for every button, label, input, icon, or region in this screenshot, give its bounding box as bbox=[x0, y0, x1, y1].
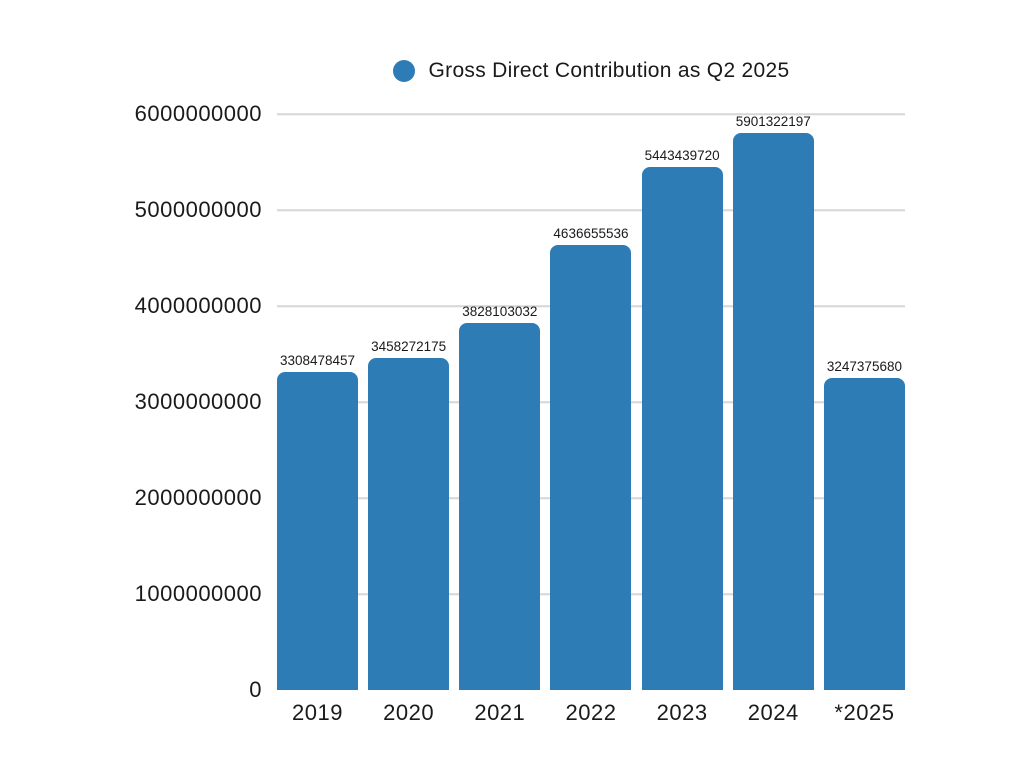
bar-group: 5901322197 bbox=[732, 114, 814, 690]
x-tick-label: *2025 bbox=[834, 700, 895, 725]
bar-series: 3308478457 3458272175 3828103032 4636655536… bbox=[277, 114, 905, 690]
legend-circle-icon bbox=[392, 60, 415, 82]
bar bbox=[732, 133, 814, 690]
bar-value-label: 3308478457 bbox=[279, 353, 356, 369]
bar-value-label: 5901322197 bbox=[735, 114, 811, 129]
bar bbox=[823, 378, 905, 690]
y-axis-tick-labels: 0 1000000000 2000000000 3000000000 400000000… bbox=[0, 101, 262, 702]
x-tick-label: 2024 bbox=[747, 700, 799, 725]
plot-area: 3308478457 3458272175 3828103032 4636655536… bbox=[277, 113, 905, 690]
bar-value-label: 3458272175 bbox=[371, 339, 447, 355]
legend-label: Gross Direct Contribution as Q2 2025 bbox=[428, 59, 790, 82]
y-tick-label: 1000000000 bbox=[134, 581, 262, 606]
x-tick-label: 2022 bbox=[565, 700, 617, 725]
bar bbox=[641, 167, 723, 690]
gridline bbox=[277, 209, 905, 211]
y-tick-label: 6000000000 bbox=[134, 101, 262, 126]
gridline bbox=[277, 113, 905, 115]
bar bbox=[368, 358, 450, 690]
x-tick-label: 2020 bbox=[383, 700, 435, 725]
legend: Gross Direct Contribution as Q2 2025 bbox=[277, 56, 905, 86]
y-tick-label: 5000000000 bbox=[134, 197, 262, 222]
bar-value-label: 5443439720 bbox=[644, 148, 720, 164]
bar-group: 4636655536 bbox=[550, 114, 632, 690]
bar bbox=[277, 372, 358, 690]
bar-group: 3828103032 bbox=[459, 114, 541, 690]
y-tick-label: 3000000000 bbox=[134, 389, 262, 414]
bar bbox=[550, 244, 632, 690]
bar-group: 3308478457 bbox=[277, 114, 358, 690]
x-tick-label: 2021 bbox=[474, 700, 526, 725]
x-tick-label: 2023 bbox=[656, 700, 708, 725]
x-tick-label: 2019 bbox=[292, 700, 343, 725]
x-axis-tick-labels: 2019 2020 2021 2022 2023 2024 *2025 bbox=[277, 690, 905, 726]
bar-group: 5443439720 bbox=[641, 114, 723, 690]
bar-group: 3458272175 bbox=[368, 114, 450, 690]
bar-value-label: 4636655536 bbox=[553, 225, 629, 241]
bar-value-label: 3828103032 bbox=[462, 303, 538, 319]
bar-value-label: 3247375680 bbox=[826, 359, 902, 375]
bar bbox=[459, 322, 541, 690]
y-tick-label: 2000000000 bbox=[134, 485, 262, 510]
y-tick-label: 4000000000 bbox=[134, 293, 262, 318]
bar-group: 3247375680 bbox=[823, 114, 905, 690]
y-tick-label: 0 bbox=[249, 677, 262, 702]
